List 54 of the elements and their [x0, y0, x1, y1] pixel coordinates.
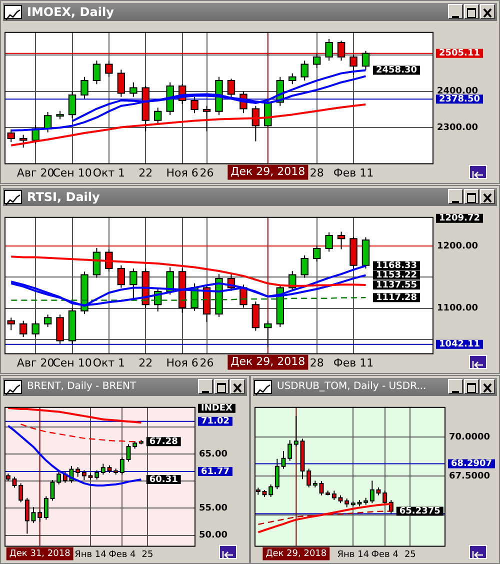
data-label: 65.2375 — [399, 506, 440, 517]
ref-line-label: 61.77 — [201, 466, 230, 477]
x-tick-label: Авг 20 — [16, 356, 54, 370]
x-tick-label: Дек 29, 2018 — [266, 549, 327, 560]
x-tick-label: Фев 4 — [371, 550, 399, 560]
ref-line-label: 2505.11 — [439, 48, 480, 59]
x-tick-label: 25 — [142, 550, 154, 560]
x-tick-label: Сен 10 — [52, 356, 92, 370]
y-tick-label: 55.00 — [199, 504, 228, 514]
x-tick-label: Ноя 6 — [166, 166, 198, 180]
x-tick-label: Янв 14 — [74, 550, 107, 560]
data-label: 1117.28 — [376, 292, 418, 303]
chart-title: BRENT, Daily - BRENT — [27, 381, 136, 392]
chart-title: IMOEX, Daily — [27, 5, 114, 19]
x-tick-label: Фев 4 — [108, 550, 136, 560]
data-label: 1137.55 — [376, 280, 418, 290]
y-tick-label: 70.0000 — [449, 432, 490, 442]
y-tick-label: 2300.00 — [437, 122, 478, 133]
text: INDEX — [201, 404, 232, 414]
y-tick-label: 65.00 — [199, 449, 228, 460]
ref-line-label: 71.02 — [201, 416, 230, 427]
data-label: 1168.33 — [376, 261, 418, 272]
x-tick-label: Фев 11 — [333, 356, 374, 370]
x-tick-label: 26 — [200, 166, 214, 180]
x-tick-label: Дек 31, 2018 — [9, 549, 71, 560]
x-tick-label: 22 — [138, 356, 153, 370]
x-tick-label: Фев 11 — [333, 166, 374, 180]
x-tick-label: 26 — [200, 356, 214, 370]
x-tick-label: 28 — [310, 166, 324, 180]
x-tick-label: Авг 20 — [16, 166, 54, 180]
x-tick-label: Окт 1 — [92, 166, 126, 180]
x-tick-label: Ноя 6 — [166, 356, 198, 370]
ref-line-label: 1042.11 — [439, 340, 480, 350]
ref-line-label: 2378.50 — [439, 94, 480, 105]
data-label: 67.28 — [149, 437, 178, 448]
x-tick-label: 28 — [310, 356, 324, 370]
data-label: 1153.22 — [376, 270, 418, 281]
y-tick-label: 1100.00 — [437, 304, 478, 314]
ref-line-label: 68.2907 — [451, 459, 492, 470]
y-tick-label: 1200.00 — [437, 241, 478, 252]
chart-title: USDRUB_TOM, Daily - USDR... — [277, 381, 426, 392]
x-tick-label: 22 — [138, 166, 153, 180]
x-tick-label: Дек 29, 2018 — [230, 355, 306, 368]
x-tick-label: Янв 14 — [337, 550, 370, 560]
data-label: 2458.30 — [376, 66, 418, 76]
y-tick-label: 50.00 — [199, 530, 228, 541]
y-tick-label: 67.5000 — [449, 471, 490, 482]
data-label: 60.31 — [149, 474, 178, 485]
x-tick-label: 25 — [404, 550, 416, 560]
x-tick-label: Окт 1 — [92, 356, 126, 370]
chart-title: RTSI, Daily — [27, 190, 100, 204]
x-tick-label: Дек 29, 2018 — [230, 165, 306, 178]
text: 1209.72 — [439, 214, 480, 224]
x-tick-label: Сен 10 — [52, 166, 92, 180]
